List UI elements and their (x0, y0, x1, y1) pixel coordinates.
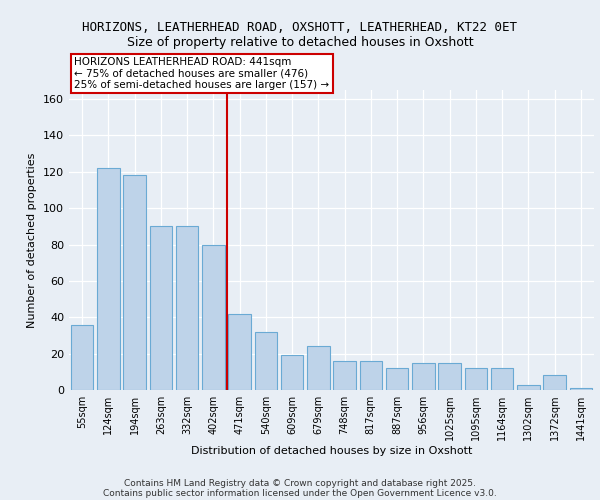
Bar (281, 356, 303, 390)
Bar (307, 346, 329, 390)
Bar (334, 361, 356, 390)
Text: HORIZONS, LEATHERHEAD ROAD, OXSHOTT, LEATHERHEAD, KT22 0ET: HORIZONS, LEATHERHEAD ROAD, OXSHOTT, LEA… (83, 21, 517, 34)
Bar (97, 168, 119, 390)
Bar (360, 361, 382, 390)
Bar (229, 314, 251, 390)
Bar (124, 176, 146, 390)
Text: Contains HM Land Registry data © Crown copyright and database right 2025.: Contains HM Land Registry data © Crown c… (124, 478, 476, 488)
X-axis label: Distribution of detached houses by size in Oxshott: Distribution of detached houses by size … (191, 446, 472, 456)
Bar (71, 324, 93, 390)
Text: Size of property relative to detached houses in Oxshott: Size of property relative to detached ho… (127, 36, 473, 49)
Bar (439, 362, 461, 390)
Text: HORIZONS LEATHERHEAD ROAD: 441sqm
← 75% of detached houses are smaller (476)
25%: HORIZONS LEATHERHEAD ROAD: 441sqm ← 75% … (74, 57, 329, 90)
Bar (570, 388, 592, 390)
Bar (150, 226, 172, 390)
Bar (517, 384, 539, 390)
Bar (544, 376, 566, 390)
Bar (255, 332, 277, 390)
Y-axis label: Number of detached properties: Number of detached properties (28, 152, 37, 328)
Bar (491, 368, 513, 390)
Bar (202, 244, 224, 390)
Bar (412, 362, 434, 390)
Bar (176, 226, 198, 390)
Bar (465, 368, 487, 390)
Text: Contains public sector information licensed under the Open Government Licence v3: Contains public sector information licen… (103, 488, 497, 498)
Bar (386, 368, 408, 390)
